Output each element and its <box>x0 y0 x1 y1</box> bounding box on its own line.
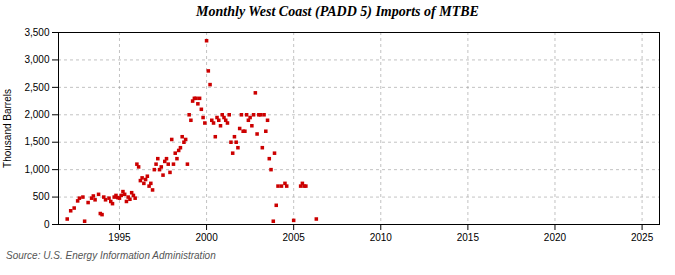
svg-text:3,000: 3,000 <box>24 54 49 65</box>
svg-text:2005: 2005 <box>283 232 306 243</box>
svg-text:1995: 1995 <box>108 232 131 243</box>
svg-text:0: 0 <box>44 219 50 230</box>
svg-text:2,500: 2,500 <box>24 82 49 93</box>
svg-text:1,500: 1,500 <box>24 136 49 147</box>
svg-text:500: 500 <box>33 191 50 202</box>
svg-text:1,000: 1,000 <box>24 164 49 175</box>
svg-text:2015: 2015 <box>457 232 480 243</box>
svg-text:Thousand Barrels: Thousand Barrels <box>2 89 13 168</box>
html-text:Source: U.S. Energy Informatio: Source: U.S. Energy Information Administ… <box>6 250 216 261</box>
svg-text:2020: 2020 <box>544 232 567 243</box>
html-text:Monthly West Coast (PADD 5) Im: Monthly West Coast (PADD 5) Imports of M… <box>196 4 479 19</box>
svg-text:3,500: 3,500 <box>24 27 49 38</box>
svg-text:2010: 2010 <box>370 232 393 243</box>
svg-text:2025: 2025 <box>631 232 654 243</box>
svg-text:2,000: 2,000 <box>24 109 49 120</box>
svg-text:2000: 2000 <box>195 232 218 243</box>
